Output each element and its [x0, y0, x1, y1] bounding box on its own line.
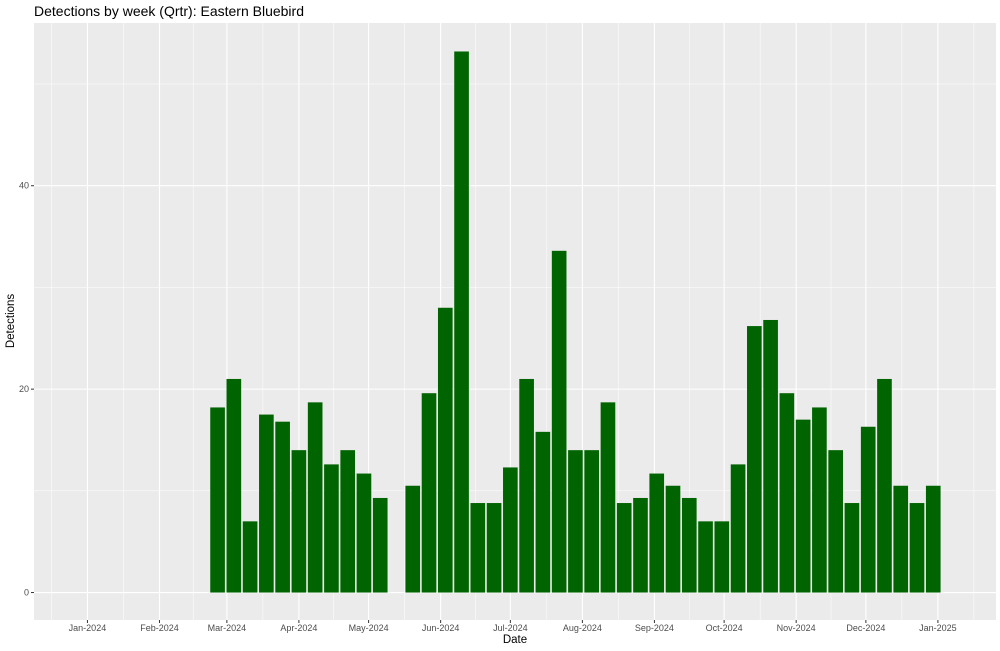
x-tick-label: Feb-2024	[140, 623, 179, 633]
bar	[893, 485, 909, 593]
x-tick-label: Dec-2024	[846, 623, 885, 633]
bar	[437, 307, 453, 593]
bar	[714, 521, 730, 593]
bar	[356, 473, 372, 593]
bar	[828, 450, 843, 593]
x-axis: Jan-2024 Feb-2024 Mar-2024 Apr-2024 May-2024…	[69, 620, 957, 633]
bar	[909, 503, 925, 593]
chart-title: Detections by week (Qrtr): Eastern Blueb…	[34, 3, 304, 19]
bar	[877, 378, 892, 593]
bar	[259, 414, 274, 593]
bar	[649, 473, 665, 593]
x-axis-title: Date	[503, 634, 527, 646]
bars	[210, 51, 941, 593]
bar	[535, 431, 551, 593]
x-tick-label: Jul-2024	[493, 623, 528, 633]
bar	[730, 464, 746, 593]
bar	[763, 319, 778, 593]
bar	[860, 426, 876, 593]
bar	[242, 521, 258, 593]
bar	[503, 467, 518, 593]
x-tick-label: Aug-2024	[563, 623, 602, 633]
y-tick-label: 0	[24, 588, 29, 598]
bar	[470, 503, 486, 593]
bar	[812, 407, 827, 593]
bar	[340, 450, 356, 593]
bar	[421, 393, 437, 593]
bar	[372, 497, 388, 593]
bar	[568, 450, 583, 593]
bar	[747, 326, 762, 593]
bar	[779, 393, 795, 593]
x-tick-label: Jan-2025	[919, 623, 957, 633]
bar	[584, 450, 599, 593]
y-tick-label: 20	[19, 384, 29, 394]
x-tick-label: Apr-2024	[280, 623, 317, 633]
bar	[226, 378, 242, 593]
x-tick-label: Oct-2024	[706, 623, 743, 633]
x-tick-label: Jun-2024	[422, 623, 460, 633]
bar	[324, 464, 339, 593]
bar	[600, 402, 616, 593]
bar	[291, 450, 307, 593]
x-tick-label: Sep-2024	[635, 623, 674, 633]
bar	[275, 421, 290, 593]
x-tick-label: May-2024	[349, 623, 389, 633]
bar	[925, 485, 941, 593]
bar	[519, 378, 534, 593]
bar	[795, 419, 811, 593]
y-axis: 0 20 40	[19, 181, 34, 598]
y-axis-title: Detections	[5, 294, 17, 349]
bar	[454, 51, 469, 593]
y-tick-label: 40	[19, 181, 29, 191]
bar	[616, 503, 632, 593]
bar	[698, 521, 713, 593]
bar	[633, 497, 648, 593]
bar	[681, 497, 697, 593]
x-tick-label: Jan-2024	[69, 623, 107, 633]
bar	[405, 485, 421, 593]
bar	[665, 485, 681, 593]
x-tick-label: Mar-2024	[208, 623, 247, 633]
bar	[210, 407, 225, 593]
x-tick-label: Nov-2024	[777, 623, 816, 633]
bar	[844, 503, 860, 593]
bar	[551, 250, 567, 593]
bar	[486, 503, 502, 593]
bar	[307, 402, 323, 593]
